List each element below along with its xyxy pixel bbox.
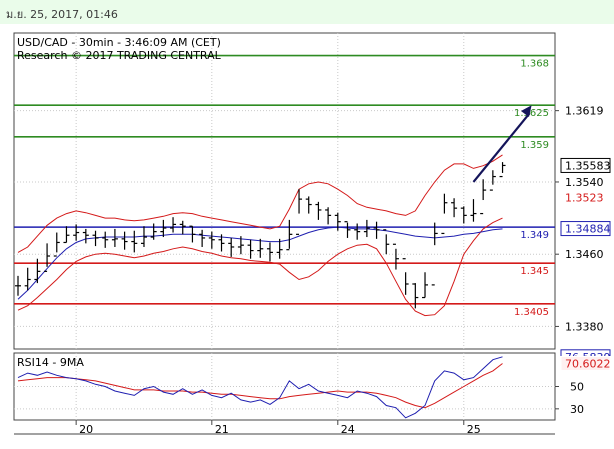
time-axis: 20 21 24 25 xyxy=(75,420,481,436)
price-tick-label: 1.3380 xyxy=(565,320,604,333)
bollinger-lower-line xyxy=(17,217,503,317)
projection-arrow-head xyxy=(520,105,532,118)
value-badge-label: 70.6022 xyxy=(565,357,611,370)
time-tick-label: 21 xyxy=(215,423,229,436)
rsi-tick-label: 50 xyxy=(570,381,584,394)
support-resistance-levels: 1.368 1.3625 1.359 1.349 1.345 1.3405 xyxy=(14,54,555,318)
value-badge xyxy=(560,189,611,205)
price-tick-label: 1.3619 xyxy=(565,105,604,118)
price-tick-label: 1.3540 xyxy=(565,176,604,189)
value-badge xyxy=(560,157,611,173)
projection-arrow-shaft xyxy=(472,112,531,183)
level-label: 1.345 xyxy=(520,266,549,277)
value-badge xyxy=(560,221,611,237)
value-badge-label: 1.3523 xyxy=(565,191,604,204)
bollinger-upper-line xyxy=(17,154,503,253)
rsi-panel: 50 30 xyxy=(17,356,584,419)
level-label: 1.368 xyxy=(520,59,549,70)
main-panel-border xyxy=(13,32,556,350)
level-label: 1.349 xyxy=(520,230,549,241)
chart-subtitle: Research © 2017 TRADING CENTRAL xyxy=(17,49,222,62)
rsi-title: RSI14 - 9MA xyxy=(17,356,84,369)
time-tick-label: 20 xyxy=(79,423,93,436)
rsi-tick-label: 30 xyxy=(570,403,584,416)
rsi-ma-line xyxy=(17,363,503,409)
time-tick-label: 25 xyxy=(467,423,481,436)
projection-arrow xyxy=(472,105,532,183)
gridlines xyxy=(14,33,555,420)
level-label: 1.3625 xyxy=(514,108,549,119)
candlestick-series xyxy=(15,162,506,309)
timestamp-label: ม.ย. 25, 2017, 01:46 xyxy=(6,8,118,21)
value-badge-label: 1.35583 xyxy=(565,159,611,172)
chart-background xyxy=(0,24,614,449)
level-label: 1.3405 xyxy=(514,307,549,318)
price-tick-label: 1.3460 xyxy=(565,248,604,261)
value-badge-label: 1.34884 xyxy=(565,223,611,236)
chart-title: USD/CAD - 30min - 3:46:09 AM (CET) xyxy=(17,36,221,49)
value-badge xyxy=(560,355,611,371)
price-axis: 1.3619 1.3540 1.3460 1.3380 xyxy=(555,105,604,333)
level-label: 1.359 xyxy=(520,140,549,151)
rsi-line xyxy=(17,356,503,419)
time-tick-label: 24 xyxy=(341,423,355,436)
